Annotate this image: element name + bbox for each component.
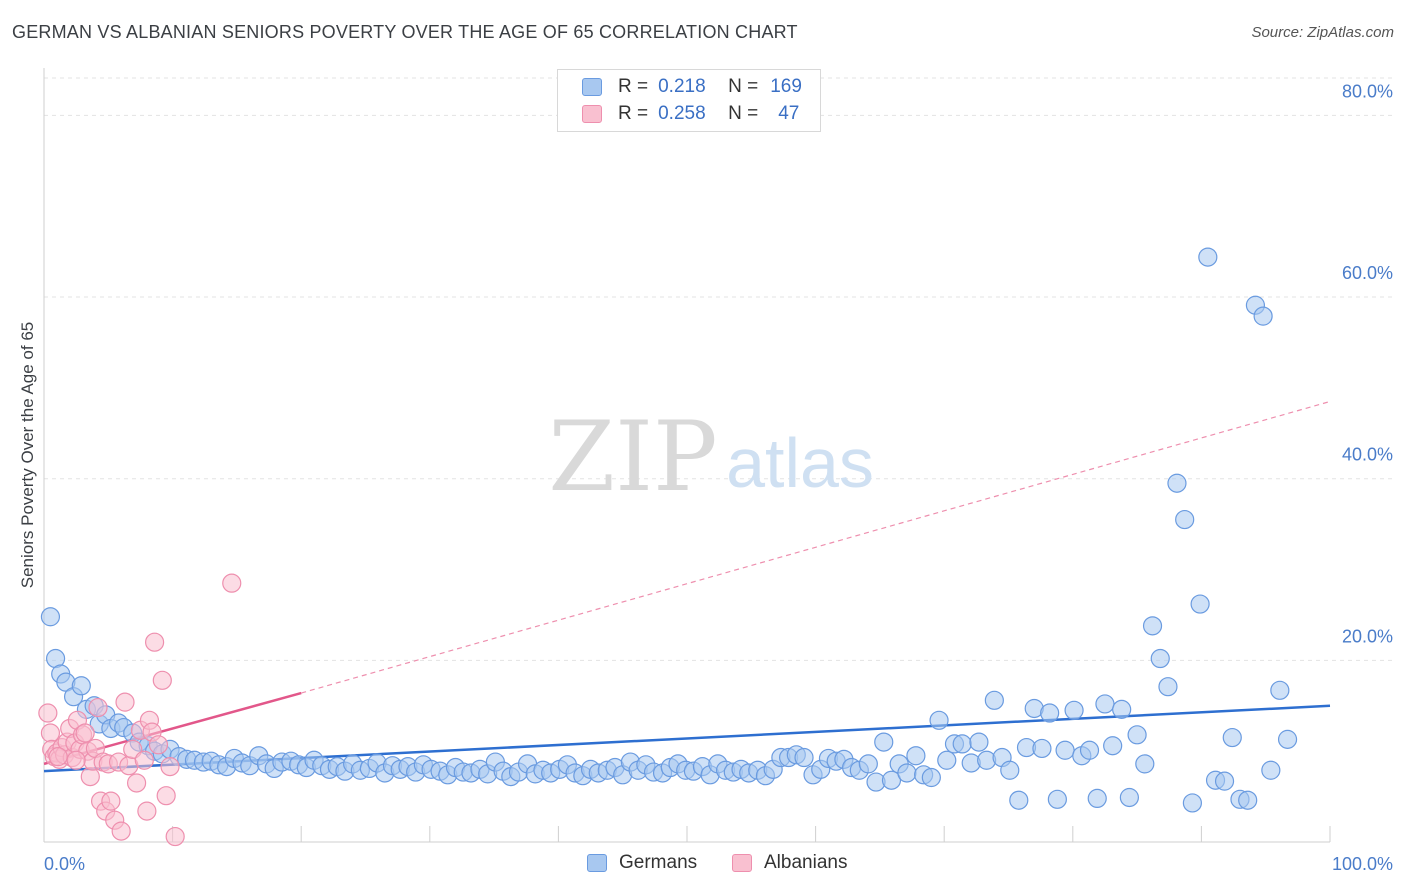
germans-n-label: N = (728, 76, 759, 97)
legend-row-albanians: R = 0.258 N = 47 (582, 103, 799, 125)
germans-point (1135, 754, 1155, 774)
albanians-point (75, 723, 95, 743)
germans-point (1277, 729, 1298, 749)
germans-point (40, 607, 61, 627)
germans-point (1079, 740, 1100, 760)
germans-point (1095, 694, 1115, 714)
bottom-legend-germans[interactable]: Germans (587, 852, 697, 874)
germans-point (1238, 790, 1258, 810)
germans-point (1087, 788, 1107, 809)
germans-point (1047, 789, 1067, 809)
germans-point (1158, 677, 1178, 697)
germans-n-value: 169 (770, 76, 802, 97)
albanians-trend-extension (301, 400, 1331, 694)
albanians-point (137, 801, 157, 821)
albanians-n-value: 47 (778, 103, 800, 124)
germans-point (1150, 648, 1170, 669)
germans-point (1009, 790, 1029, 810)
germans-point (794, 747, 814, 768)
germans-point (1167, 473, 1187, 493)
albanians-point (101, 791, 121, 811)
albanians-r-value: 0.258 (658, 103, 706, 124)
albanians-swatch (582, 105, 602, 123)
albanians-point (115, 692, 135, 712)
germans-point (1064, 700, 1084, 720)
y-tick-label: 20.0% (1342, 626, 1393, 646)
germans-point (1032, 738, 1052, 759)
germans-point (1175, 509, 1195, 530)
germans-swatch (582, 78, 602, 96)
albanians-point (152, 670, 172, 690)
watermark-atlas: atlas (726, 424, 874, 502)
germans-point (1190, 594, 1210, 614)
germans-legend-swatch (587, 854, 607, 872)
watermark-zip: ZIP (548, 401, 717, 513)
albanians-r-label: R = (618, 103, 649, 124)
germans-point (984, 690, 1004, 710)
albanians-n-label: N = (728, 103, 759, 124)
germans-point (921, 767, 941, 788)
albanians-point (160, 757, 180, 777)
albanians-point (111, 821, 131, 841)
germans-point (1000, 760, 1020, 780)
germans-point (881, 770, 902, 790)
points-layer (38, 247, 1298, 847)
y-tick-label: 60.0% (1342, 263, 1393, 283)
germans-point (1040, 703, 1060, 723)
germans-point (1142, 616, 1163, 636)
germans-legend-label: Germans (619, 852, 698, 873)
germans-point (1261, 760, 1281, 780)
germans-point (1270, 680, 1290, 700)
germans-point (1182, 793, 1202, 813)
germans-point (906, 746, 926, 766)
albanians-point (88, 697, 108, 718)
y-tick-label: 40.0% (1342, 445, 1393, 465)
albanians-legend-label: Albanians (764, 852, 848, 873)
germans-point (1055, 740, 1075, 760)
tick-layer: 20.0% 40.0% 60.0% 80.0% 0.0% 100.0% (44, 81, 1393, 874)
albanians-point (40, 723, 61, 743)
germans-point (1103, 736, 1123, 756)
germans-point (1222, 727, 1242, 748)
x-tick-label: 0.0% (44, 854, 85, 874)
germans-r-label: R = (618, 76, 649, 97)
albanians-point (134, 750, 154, 770)
bottom-legend-albanians[interactable]: Albanians (732, 852, 847, 874)
legend-row-germans: R = 0.218 N = 169 (582, 76, 802, 98)
albanians-legend-swatch (732, 854, 752, 872)
correlation-legend: R = 0.218 N = 169 R = 0.258 N = 47 (557, 69, 821, 132)
albanians-point (66, 750, 86, 770)
germans-point (1127, 725, 1147, 745)
grid-layer (44, 77, 1392, 661)
germans-point (952, 734, 972, 754)
germans-point (874, 732, 894, 752)
albanians-point (165, 826, 185, 847)
germans-point (1198, 247, 1218, 267)
x-tick-label: 100.0% (1332, 854, 1393, 874)
watermark: ZIP atlas (548, 401, 874, 513)
chart-title: GERMAN VS ALBANIAN SENIORS POVERTY OVER … (12, 22, 798, 42)
albanians-point (126, 773, 147, 793)
germans-point (1253, 306, 1273, 326)
albanians-point (38, 703, 58, 723)
albanians-point (222, 573, 242, 593)
y-tick-label: 80.0% (1342, 81, 1393, 101)
albanians-point (156, 786, 176, 806)
germans-point (897, 763, 917, 783)
albanians-point (48, 747, 68, 767)
source-credit: Source: ZipAtlas.com (1251, 24, 1394, 41)
germans-point (929, 710, 949, 730)
germans-point (858, 754, 878, 774)
germans-point (1119, 787, 1139, 808)
germans-point (71, 676, 91, 696)
germans-point (937, 750, 957, 770)
germans-point (1112, 699, 1132, 719)
albanians-point (144, 632, 165, 652)
albanians-point (148, 735, 169, 755)
germans-point (1214, 771, 1235, 791)
germans-point (969, 732, 989, 752)
germans-r-value: 0.218 (658, 76, 706, 97)
